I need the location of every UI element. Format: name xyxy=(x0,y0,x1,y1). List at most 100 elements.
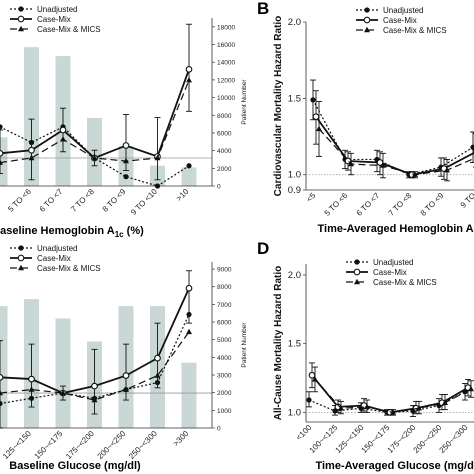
legend-marker xyxy=(17,254,25,262)
data-point xyxy=(59,126,67,134)
y-axis-title: All-Cause Mortality Hazard Ratio xyxy=(273,266,284,420)
legend-label: Case-Mix xyxy=(37,15,71,24)
x-tick-label: 9 TO xyxy=(459,191,474,210)
legend-label: Case-Mix & MICS xyxy=(383,26,447,35)
y-tick-label: 2.0 xyxy=(288,17,301,28)
data-point xyxy=(123,157,129,164)
bar xyxy=(55,318,71,428)
x-tick-label: 200~<250 xyxy=(96,429,128,461)
data-point xyxy=(122,372,130,379)
data-point xyxy=(442,399,448,405)
legend-label: Unadjusted xyxy=(37,5,77,14)
data-point xyxy=(312,376,318,382)
x-axis-title-suffix: (%) xyxy=(124,225,145,237)
series-line xyxy=(312,99,474,176)
x-tick-label: 175~<200 xyxy=(64,429,96,461)
legend-marker xyxy=(363,16,371,24)
y-tick-label: 1.5 xyxy=(288,93,301,104)
legend-marker xyxy=(18,25,24,32)
panel-b-letter: B xyxy=(257,0,269,18)
data-point xyxy=(0,159,3,165)
legend-marker xyxy=(354,259,360,265)
data-point xyxy=(28,375,35,383)
x-tick-label: 5 TO <6 xyxy=(323,191,350,218)
x-axis-title: Time-Averaged Glucose (mg/dl) xyxy=(315,460,474,472)
data-point xyxy=(60,136,66,142)
legend-label: Unadjusted xyxy=(37,244,77,253)
legend-label: Case-Mix & MICS xyxy=(37,264,101,273)
right-tick-label: 6000 xyxy=(217,320,232,327)
legend-label: Case-Mix & MICS xyxy=(373,278,437,287)
x-axis-title-subscript: 1c xyxy=(115,230,124,239)
right-tick-label: 2000 xyxy=(217,390,232,397)
bar xyxy=(0,306,8,428)
legend-marker xyxy=(353,268,361,276)
y-tick-label: 1.0 xyxy=(288,170,301,181)
right-tick-label: 0 xyxy=(217,184,221,191)
legend-label: Case-Mix xyxy=(373,268,407,277)
y-axis-title: Cardiovascular Mortality Hazard Ratio xyxy=(273,16,284,197)
x-tick-label: <5 xyxy=(0,187,2,200)
data-point xyxy=(312,113,320,121)
data-point xyxy=(60,389,66,396)
data-point xyxy=(364,403,370,410)
data-point xyxy=(348,160,354,167)
x-tick-label: 7 TO <8 xyxy=(69,187,96,214)
data-point xyxy=(185,284,193,292)
y-tick-label: 0.9 xyxy=(288,185,301,196)
data-point xyxy=(186,163,192,169)
right-tick-label: 9000 xyxy=(217,267,232,274)
legend-marker xyxy=(364,7,370,13)
data-point xyxy=(306,397,312,403)
data-point xyxy=(186,77,192,83)
y-tick-label: 2.0 xyxy=(288,270,301,281)
data-point xyxy=(0,373,4,381)
data-point xyxy=(154,354,161,362)
series-line xyxy=(318,128,474,176)
panel-d-letter: D xyxy=(257,239,269,258)
right-tick-label: 5000 xyxy=(217,337,232,344)
panel-b: 0.9 1.0 1.5 2.0 Cardiovascular Mortality Haz… xyxy=(273,6,474,237)
panel-c: 0 1000 2000 3000 4000 5000 6000 7000 8000 9000 Pat… xyxy=(0,244,248,472)
right-tick-label: 8000 xyxy=(217,284,232,291)
data-point xyxy=(0,149,4,157)
data-point xyxy=(185,65,193,73)
y-tick-label: 1.5 xyxy=(288,339,301,350)
x-axis-title-main: Baseline Hemoglobin A xyxy=(0,225,115,237)
data-point xyxy=(91,396,98,403)
data-point xyxy=(0,400,3,407)
legend-marker xyxy=(18,264,24,271)
x-tick-label: >10 xyxy=(174,187,190,203)
data-point xyxy=(468,385,474,392)
data-point xyxy=(470,144,474,150)
right-tick-label: 2000 xyxy=(217,166,232,173)
right-tick-label: 16000 xyxy=(217,42,235,49)
x-tick-label: 150~<175 xyxy=(33,429,65,461)
data-point xyxy=(390,409,396,415)
legend-label: Case-Mix xyxy=(37,254,71,263)
x-tick-label: 8 TO <9 xyxy=(419,191,446,218)
right-tick-label: 4000 xyxy=(217,148,232,155)
legend-marker xyxy=(17,15,25,23)
x-tick-label: >300 xyxy=(171,429,190,448)
right-tick-label: 12000 xyxy=(217,77,235,84)
x-tick-label: 5 TO <6 xyxy=(6,187,33,214)
x-axis-title: Baseline Hemoglobin A1c (%) xyxy=(0,225,144,239)
x-tick-label: 7 TO <8 xyxy=(387,191,414,218)
x-tick-label: <100 xyxy=(294,423,313,442)
x-axis-title: Baseline Glucose (mg/dl) xyxy=(9,460,141,472)
series-line xyxy=(315,116,474,176)
legend-marker xyxy=(364,26,370,33)
right-tick-label: 1000 xyxy=(217,408,232,415)
x-tick-label: 9 TO <10 xyxy=(129,187,159,217)
data-point xyxy=(28,386,35,392)
y-tick-label: 1.0 xyxy=(288,407,301,418)
x-tick-label: 125~<150 xyxy=(1,429,33,461)
data-point xyxy=(91,154,98,161)
data-point xyxy=(380,162,386,168)
data-point xyxy=(28,154,35,161)
right-tick-label: 0 xyxy=(217,426,221,433)
x-tick-label: <5 xyxy=(305,191,318,204)
data-point xyxy=(0,389,3,396)
